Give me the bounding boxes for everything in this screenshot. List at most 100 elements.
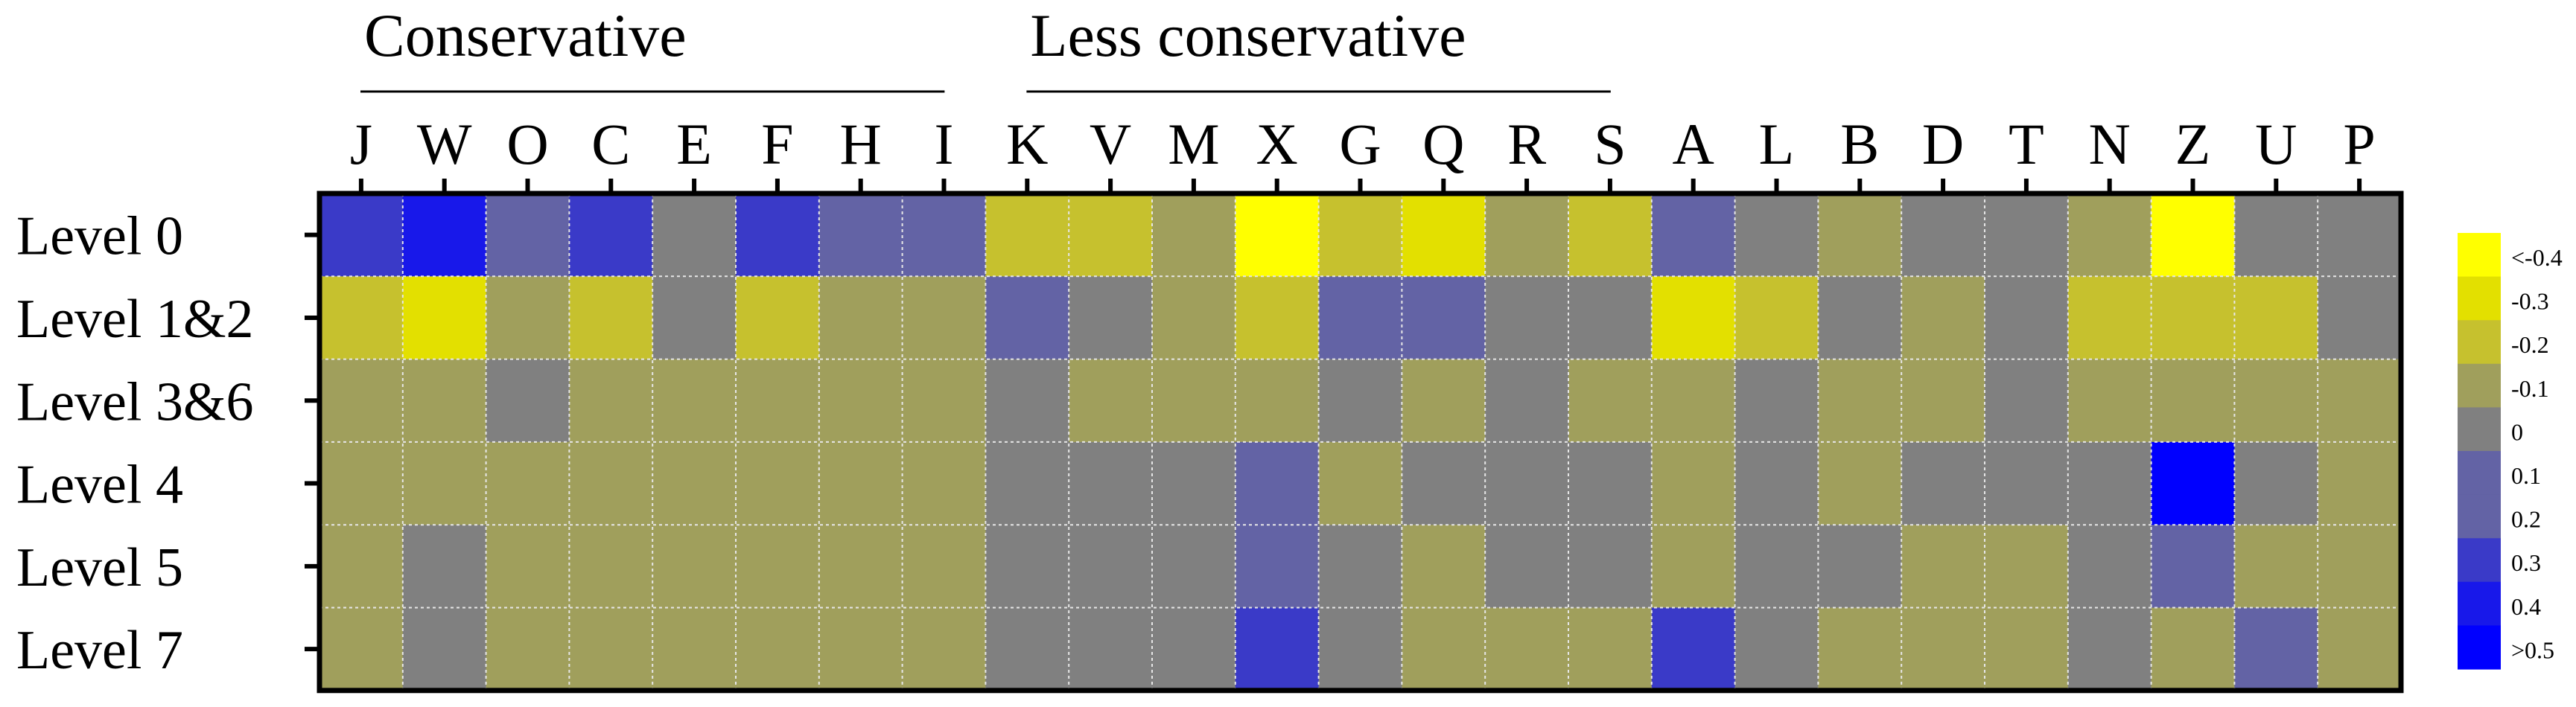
legend-label: 0.3 xyxy=(2511,549,2541,576)
heatmap-cell xyxy=(1069,441,1153,525)
column-label: I xyxy=(935,112,954,176)
legend-label: -0.2 xyxy=(2511,331,2549,358)
heatmap-cell xyxy=(2234,359,2318,443)
row-label: Level 7 xyxy=(16,620,183,681)
legend-swatch xyxy=(2458,233,2501,278)
heatmap-cell xyxy=(1485,276,1569,360)
color-legend: <-0.4 -0.3 -0.2 -0.1 0 0.1 0.2 0.3 0.4 >0.5 xyxy=(2458,233,2563,670)
heatmap-cell xyxy=(1985,607,2069,691)
legend-swatch xyxy=(2458,407,2501,452)
heatmap-cell xyxy=(569,525,653,609)
heatmap-cell xyxy=(1734,276,1819,360)
heatmap-cell xyxy=(1152,359,1236,443)
heatmap-cell xyxy=(1985,359,2069,443)
heatmap-cell xyxy=(1818,359,1902,443)
heatmap-cell xyxy=(736,276,820,360)
column-label: K xyxy=(1006,112,1048,176)
legend-label: <-0.4 xyxy=(2511,244,2563,271)
heatmap-cell xyxy=(1152,525,1236,609)
column-label: E xyxy=(676,112,712,176)
heatmap-cell xyxy=(818,276,903,360)
heatmap-cell xyxy=(1318,441,1402,525)
legend-swatch xyxy=(2458,451,2501,496)
column-label: F xyxy=(761,112,793,176)
heatmap-cell xyxy=(319,359,404,443)
heatmap-cell xyxy=(1734,441,1819,525)
heatmap-cell xyxy=(736,193,820,277)
heatmap-cell xyxy=(1568,525,1653,609)
heatmap-cell xyxy=(736,359,820,443)
heatmap-cell xyxy=(1318,359,1402,443)
heatmap-cell xyxy=(402,525,487,609)
legend-swatch xyxy=(2458,363,2501,408)
row-labels: Level 0 Level 1&2 Level 3&6 Level 4 Level 5 L… xyxy=(16,206,254,682)
heatmap-cell xyxy=(1235,525,1320,609)
heatmap-cell xyxy=(652,193,737,277)
heatmap-cell xyxy=(1985,441,2069,525)
heatmap-cell xyxy=(402,276,487,360)
row-label: Level 3&6 xyxy=(16,371,254,432)
heatmap-cell xyxy=(2151,441,2235,525)
heatmap-cell xyxy=(1568,193,1653,277)
column-label: R xyxy=(1507,112,1546,176)
heatmap-cell xyxy=(2067,441,2152,525)
heatmap-cell xyxy=(1152,607,1236,691)
row-ticks xyxy=(305,232,317,652)
heatmap-cell xyxy=(652,607,737,691)
heatmap-cell xyxy=(319,276,404,360)
column-groups: Conservative Less conservative xyxy=(360,1,1611,93)
column-label: G xyxy=(1339,112,1381,176)
heatmap-cell xyxy=(319,441,404,525)
heatmap-cell xyxy=(1651,441,1736,525)
heatmap-cell xyxy=(569,193,653,277)
column-label: L xyxy=(1759,112,1795,176)
heatmap-cell xyxy=(402,607,487,691)
column-label: O xyxy=(506,112,548,176)
row-label: Level 0 xyxy=(16,206,183,267)
heatmap-cell xyxy=(1235,359,1320,443)
heatmap-cell xyxy=(985,359,1069,443)
heatmap-cell xyxy=(2151,525,2235,609)
heatmap-cell xyxy=(1402,359,1486,443)
heatmap-cell xyxy=(652,359,737,443)
column-label: S xyxy=(1594,112,1626,176)
legend-label: 0 xyxy=(2511,418,2523,445)
heatmap-cell xyxy=(985,276,1069,360)
heatmap-cell xyxy=(486,525,570,609)
column-label: T xyxy=(2009,112,2044,176)
heatmap-cell xyxy=(736,441,820,525)
heatmap-cell xyxy=(1402,193,1486,277)
heatmap-cell xyxy=(902,276,986,360)
heatmap-cell xyxy=(1235,441,1320,525)
heatmap-cell xyxy=(2151,359,2235,443)
heatmap-cell xyxy=(1568,276,1653,360)
heatmap-cell xyxy=(1901,193,1985,277)
heatmap-cell xyxy=(486,607,570,691)
legend-swatch xyxy=(2458,276,2501,321)
heatmap-cell xyxy=(569,607,653,691)
heatmap-cell xyxy=(1985,193,2069,277)
heatmap-cell xyxy=(1818,607,1902,691)
group-label: Conservative xyxy=(364,1,687,69)
heatmap-cell xyxy=(1235,607,1320,691)
legend-label: >0.5 xyxy=(2511,636,2554,663)
heatmap-cell xyxy=(319,607,404,691)
heatmap-cell xyxy=(818,441,903,525)
heatmap-cell xyxy=(1651,607,1736,691)
heatmap-cell xyxy=(2318,525,2402,609)
heatmap-cell xyxy=(486,193,570,277)
heatmap-cell xyxy=(569,276,653,360)
column-label: V xyxy=(1090,112,1131,176)
row-label: Level 5 xyxy=(16,537,183,598)
heatmap-cell xyxy=(1818,525,1902,609)
heatmap-cell xyxy=(1651,276,1736,360)
column-label: Q xyxy=(1422,112,1464,176)
heatmap-cell xyxy=(1651,359,1736,443)
heatmap-cell xyxy=(2318,276,2402,360)
heatmap-cell xyxy=(1235,193,1320,277)
heatmap-cell xyxy=(486,441,570,525)
column-label: H xyxy=(840,112,882,176)
column-label: J xyxy=(350,112,372,176)
heatmap-cell xyxy=(652,441,737,525)
